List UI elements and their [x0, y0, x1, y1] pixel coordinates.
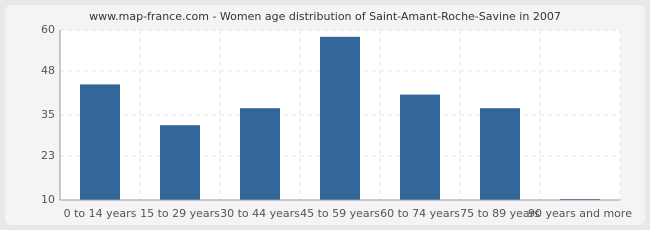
bar [320, 36, 360, 200]
y-tick-label: 23 [41, 149, 55, 162]
y-tick-label: 10 [41, 193, 55, 206]
chart: www.map-france.com - Women age distribut… [0, 0, 650, 230]
x-tick-label: 90 years and more [528, 207, 632, 220]
y-tick-label: 35 [41, 108, 55, 121]
bar [240, 108, 280, 200]
y-tick-label: 48 [41, 64, 55, 77]
bar [80, 84, 120, 200]
bar [160, 125, 200, 200]
chart-title: www.map-france.com - Women age distribut… [89, 10, 561, 23]
bar [480, 108, 520, 200]
x-tick-label: 15 to 29 years [140, 207, 220, 220]
bar [560, 198, 600, 200]
x-tick-label: 75 to 89 years [460, 207, 540, 220]
x-tick-label: 30 to 44 years [220, 207, 300, 220]
x-tick-label: 60 to 74 years [380, 207, 460, 220]
x-tick-label: 45 to 59 years [300, 207, 380, 220]
x-tick-label: 0 to 14 years [64, 207, 137, 220]
bar [400, 94, 440, 200]
y-tick-label: 60 [41, 23, 55, 36]
